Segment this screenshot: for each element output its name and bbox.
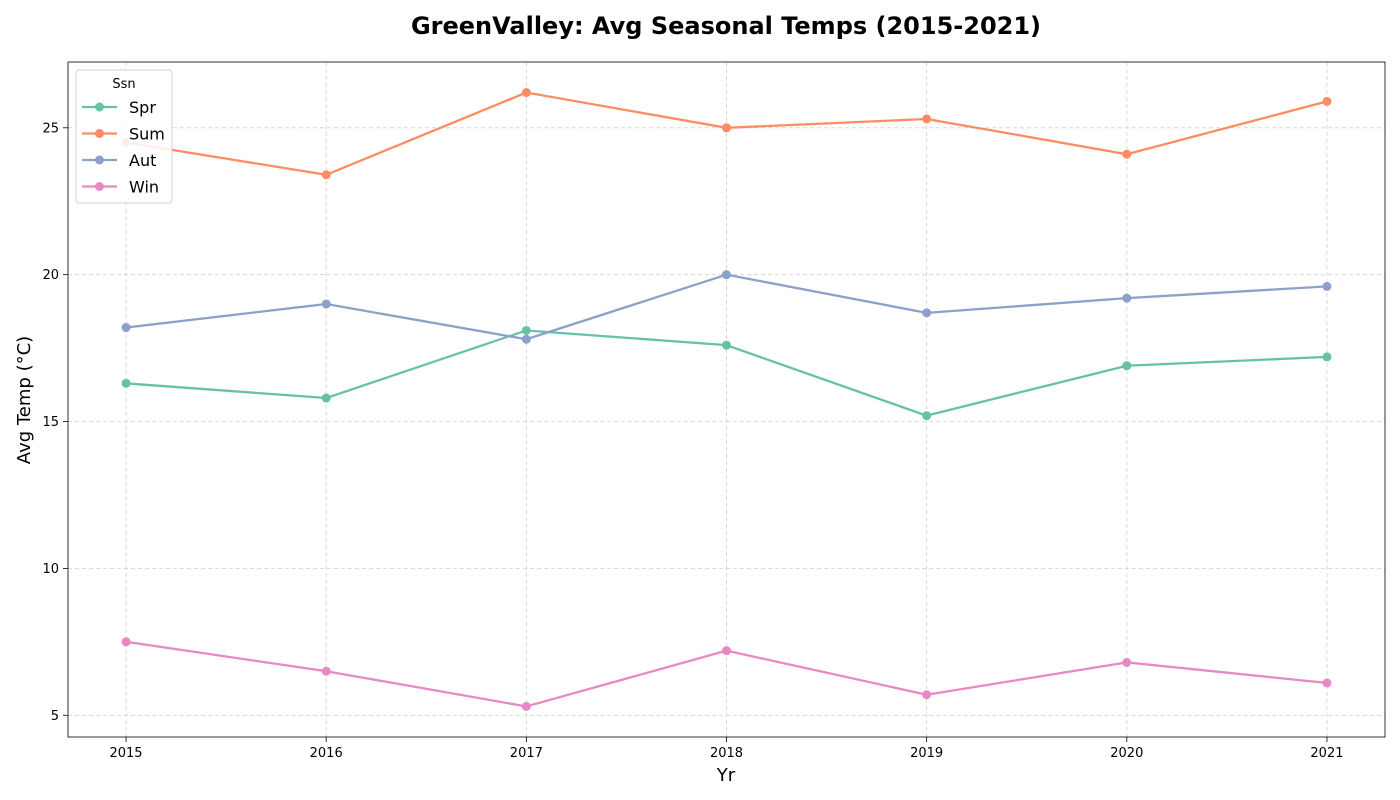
data-point-spr	[1122, 361, 1132, 371]
data-point-aut	[722, 270, 731, 280]
data-point-spr	[722, 340, 731, 350]
data-point-sum	[1322, 96, 1332, 106]
legend-label-aut: Aut	[129, 151, 156, 170]
data-point-spr	[521, 325, 531, 335]
legend-label-spr: Spr	[129, 98, 156, 117]
data-point-win	[722, 646, 731, 656]
data-point-win	[121, 637, 131, 647]
data-point-aut	[1122, 293, 1132, 303]
y-axis-label: Avg Temp (°C)	[14, 336, 35, 464]
data-point-sum	[321, 170, 331, 180]
data-point-win	[321, 666, 331, 676]
data-point-win	[521, 701, 531, 711]
x-tick-label: 2021	[1310, 746, 1343, 761]
legend-label-sum: Sum	[129, 125, 165, 144]
legend-title: Ssn	[112, 77, 135, 92]
series-aut	[121, 270, 1332, 344]
grid-lines	[68, 62, 1385, 737]
data-point-aut	[521, 334, 531, 344]
legend-item-spr: Spr	[82, 98, 156, 117]
y-tick-label: 10	[42, 562, 59, 577]
x-tick-label: 2020	[1110, 746, 1143, 761]
x-tick-label: 2015	[109, 746, 142, 761]
data-point-sum	[521, 88, 531, 98]
data-point-aut	[321, 299, 331, 309]
legend-marker-aut	[95, 155, 104, 165]
data-point-aut	[121, 323, 131, 333]
data-point-sum	[1122, 149, 1132, 159]
y-tick-label: 5	[51, 709, 59, 724]
x-tick-label: 2016	[310, 746, 343, 761]
data-point-win	[1122, 657, 1132, 667]
data-point-spr	[922, 411, 932, 421]
legend-label-win: Win	[129, 178, 159, 197]
x-tick-label: 2017	[510, 746, 543, 761]
data-point-spr	[121, 378, 131, 388]
data-point-sum	[922, 114, 932, 124]
legend-marker-spr	[95, 102, 104, 112]
x-axis-label: Yr	[716, 765, 736, 786]
legend-item-aut: Aut	[82, 151, 156, 170]
series-lines	[121, 88, 1332, 711]
x-tick-label: 2018	[710, 746, 743, 761]
series-win	[121, 637, 1332, 711]
data-point-spr	[1322, 352, 1332, 362]
legend: Ssn Spr Sum Aut Win	[75, 69, 173, 204]
chart-title: GreenValley: Avg Seasonal Temps (2015-20…	[411, 12, 1041, 40]
data-point-win	[922, 690, 932, 700]
series-spr	[121, 325, 1332, 421]
x-axis: 2015 2016 2017 2018 2019 2020 2021	[109, 737, 1344, 761]
y-tick-label: 20	[42, 268, 59, 283]
y-tick-label: 15	[42, 415, 59, 430]
data-point-aut	[922, 308, 932, 318]
y-axis: 5 10 15 20 25	[42, 121, 68, 724]
data-point-spr	[321, 393, 331, 403]
data-point-aut	[1322, 281, 1332, 291]
legend-item-win: Win	[82, 178, 159, 197]
data-point-sum	[722, 123, 731, 133]
x-tick-label: 2019	[910, 746, 943, 761]
legend-item-sum: Sum	[82, 125, 165, 144]
data-point-win	[1322, 678, 1332, 688]
y-tick-label: 25	[42, 121, 59, 136]
legend-marker-sum	[95, 129, 104, 138]
legend-marker-win	[95, 182, 104, 191]
